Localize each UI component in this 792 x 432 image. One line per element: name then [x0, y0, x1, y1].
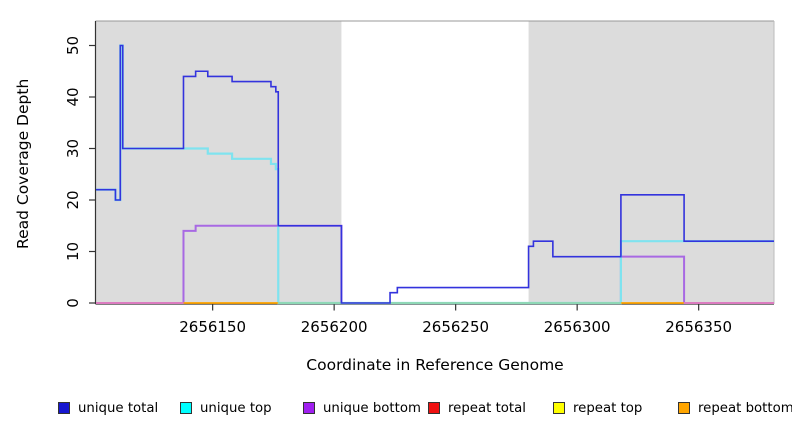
- shaded-region: [528, 21, 774, 304]
- y-tick-label: 40: [64, 87, 82, 106]
- y-tick-label: 30: [64, 139, 82, 158]
- legend-swatch-unique-bottom: [303, 402, 315, 414]
- x-tick-label: 2656300: [544, 318, 611, 336]
- y-tick-label: 10: [64, 242, 82, 261]
- legend-label: unique top: [200, 400, 272, 416]
- axes: 2656150 2656200 2656250 2656300 2656350 0 10 20…: [64, 21, 774, 336]
- legend-label: repeat bottom: [698, 400, 792, 416]
- legend-item-repeat-bottom: repeat bottom: [678, 400, 792, 416]
- legend-item-unique-total: unique total: [58, 400, 158, 416]
- y-tick-label: 20: [64, 190, 82, 209]
- series-unique-total: [96, 44, 774, 304]
- legend-swatch-unique-total: [58, 402, 70, 414]
- x-axis-label: Coordinate in Reference Genome: [306, 356, 564, 374]
- y-tick-label: 0: [64, 298, 82, 308]
- legend-label: repeat total: [448, 400, 526, 416]
- legend-item-repeat-top: repeat top: [553, 400, 642, 416]
- legend-swatch-repeat-total: [428, 402, 440, 414]
- legend-item-repeat-total: repeat total: [428, 400, 526, 416]
- legend-label: unique bottom: [323, 400, 421, 416]
- legend-label: unique total: [78, 400, 159, 416]
- legend-label: repeat top: [573, 400, 643, 416]
- legend-swatch-repeat-bottom: [678, 402, 690, 414]
- y-axis-label: Read Coverage Depth: [14, 78, 32, 249]
- legend-swatch-unique-top: [180, 402, 192, 414]
- legend-item-unique-top: unique top: [180, 400, 272, 416]
- y-tick-label: 50: [64, 36, 82, 55]
- legend: unique total unique top unique bottom repea…: [0, 400, 792, 424]
- x-tick-label: 2656350: [665, 318, 732, 336]
- x-tick-label: 2656150: [179, 318, 246, 336]
- x-tick-label: 2656200: [301, 318, 368, 336]
- shaded-region: [96, 21, 342, 304]
- coverage-chart: 2656150 2656200 2656250 2656300 2656350 0 10 20…: [64, 20, 775, 336]
- legend-swatch-repeat-top: [553, 402, 565, 414]
- x-tick-label: 2656250: [422, 318, 489, 336]
- shaded-regions: [96, 21, 774, 304]
- legend-item-unique-bottom: unique bottom: [303, 400, 421, 416]
